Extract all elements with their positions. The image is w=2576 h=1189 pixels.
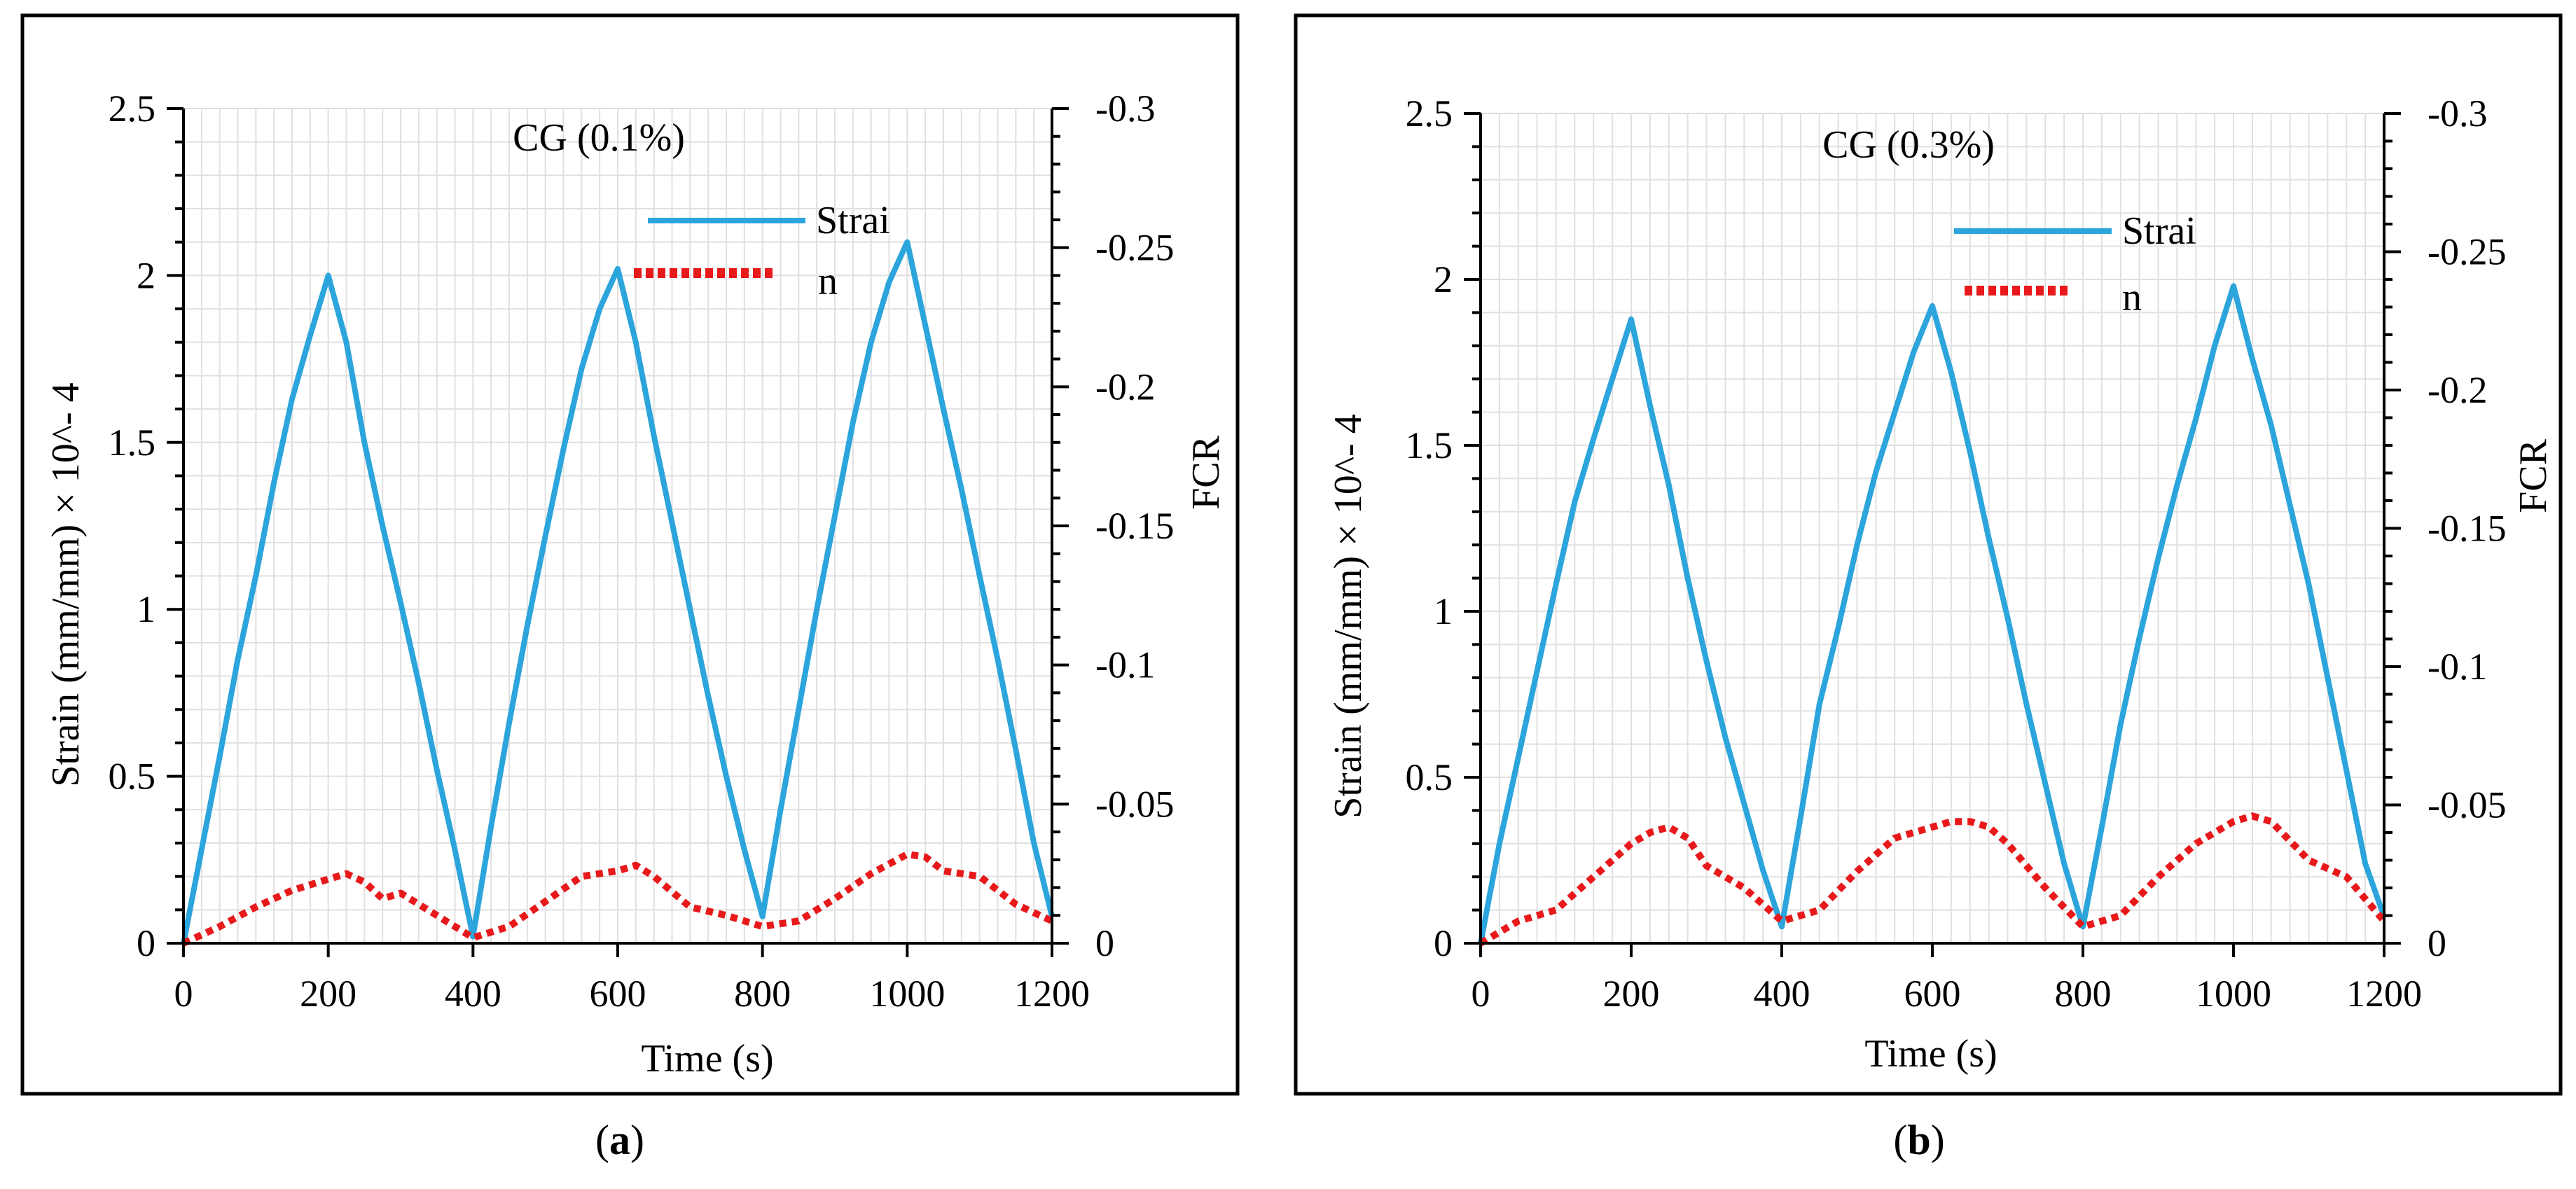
caption-letter: b xyxy=(1907,1117,1930,1163)
legend-label-fcr: n xyxy=(818,260,838,303)
y-tick-label: 0.5 xyxy=(1406,756,1453,798)
tick-labels: 0 200 400 600 800 1000 120000.511.522.50-0.05-… xyxy=(109,88,1175,1015)
x-tick-label: 600 xyxy=(1904,973,1961,1015)
chart-title: CG (0.1%) xyxy=(513,116,685,160)
x-tick-label: 400 xyxy=(445,973,501,1015)
legend: Strai n xyxy=(634,199,890,303)
y2-axis-title: FCR xyxy=(1184,435,1228,509)
x-tick-label: 200 xyxy=(1603,973,1660,1015)
x-axis-title: Time (s) xyxy=(1864,1032,1997,1076)
y-tick-label: 1 xyxy=(137,588,155,630)
y2-axis-title: FCR xyxy=(2512,438,2555,513)
axes xyxy=(167,107,1069,957)
y-tick-label: 0 xyxy=(1434,922,1453,964)
legend-label-fcr: n xyxy=(2122,276,2142,319)
grid xyxy=(1480,113,2385,944)
y2-tick-label: -0.1 xyxy=(1095,644,1155,686)
x-tick-label: 0 xyxy=(174,973,193,1015)
x-tick-label: 1200 xyxy=(1014,973,1090,1015)
y2-tick-label: -0.2 xyxy=(2428,369,2487,411)
x-tick-label: 0 xyxy=(1471,973,1490,1015)
series-line-strain xyxy=(1478,283,2387,944)
y-axis-title: Strain (mm/mm) × 10^- 4 xyxy=(44,382,88,786)
y2-tick-label: -0.05 xyxy=(1095,783,1174,825)
y2-tick-label: 0 xyxy=(1095,922,1114,964)
x-tick-label: 800 xyxy=(734,973,791,1015)
svg-text:(a): (a) xyxy=(595,1117,644,1163)
y-tick-label: 0.5 xyxy=(109,756,156,798)
x-tick-label: 200 xyxy=(300,973,356,1015)
y-tick-label: 2 xyxy=(1434,258,1453,300)
y2-tick-label: -0.25 xyxy=(2428,231,2506,273)
chart-panel-a: 0 200 400 600 800 1000 120000.511.522.50-0.05-… xyxy=(20,13,1240,1096)
y-tick-label: 1.5 xyxy=(1406,424,1453,466)
panel-frame xyxy=(1294,13,2563,1096)
y-tick-label: 1.5 xyxy=(109,422,156,464)
x-tick-label: 600 xyxy=(590,973,646,1015)
y-tick-label: 2.5 xyxy=(1406,92,1453,134)
series-layer xyxy=(181,239,1055,947)
x-tick-label: 400 xyxy=(1754,973,1810,1015)
y-axis-title: Strain (mm/mm) × 10^- 4 xyxy=(1327,414,1370,818)
series-layer xyxy=(1478,283,2387,947)
series-line-fcr xyxy=(181,850,1054,947)
legend: Strai n xyxy=(1954,209,2196,319)
y-tick-label: 1 xyxy=(1434,590,1453,632)
series-line-strain xyxy=(181,239,1055,944)
y2-tick-label: -0.15 xyxy=(2428,508,2506,550)
caption-a: (a) xyxy=(595,1117,644,1163)
x-tick-label: 1000 xyxy=(869,973,945,1015)
y-tick-label: 2 xyxy=(137,254,155,296)
x-tick-label: 1200 xyxy=(2346,973,2422,1015)
chart-panel-b: 0 200 400 600 800 1000 120000.511.522.50-0.05-… xyxy=(1294,13,2563,1096)
y2-tick-label: -0.2 xyxy=(1095,366,1155,408)
caption-b: (b) xyxy=(1893,1117,1944,1163)
y2-tick-label: -0.3 xyxy=(2428,92,2487,134)
tick-labels: 0 200 400 600 800 1000 120000.511.522.50-0.05-… xyxy=(1406,92,2507,1015)
y-tick-label: 0 xyxy=(137,922,155,964)
svg-text:(b): (b) xyxy=(1893,1117,1944,1163)
legend-label-strain: Strai xyxy=(2122,209,2196,253)
legend-label-strain: Strai xyxy=(816,199,890,242)
y-tick-label: 2.5 xyxy=(109,88,156,130)
y2-tick-label: -0.25 xyxy=(1095,227,1174,269)
caption-letter: a xyxy=(609,1117,630,1163)
y2-tick-label: -0.1 xyxy=(2428,646,2487,688)
x-tick-label: 800 xyxy=(2055,973,2112,1015)
chart-title: CG (0.3%) xyxy=(1822,123,1995,167)
x-axis-title: Time (s) xyxy=(641,1037,773,1080)
y2-tick-label: 0 xyxy=(2428,922,2446,964)
y2-tick-label: -0.3 xyxy=(1095,88,1155,130)
axes xyxy=(1464,112,2401,957)
x-tick-label: 1000 xyxy=(2196,973,2271,1015)
y2-tick-label: -0.15 xyxy=(1095,505,1174,547)
y2-tick-label: -0.05 xyxy=(2428,784,2506,826)
